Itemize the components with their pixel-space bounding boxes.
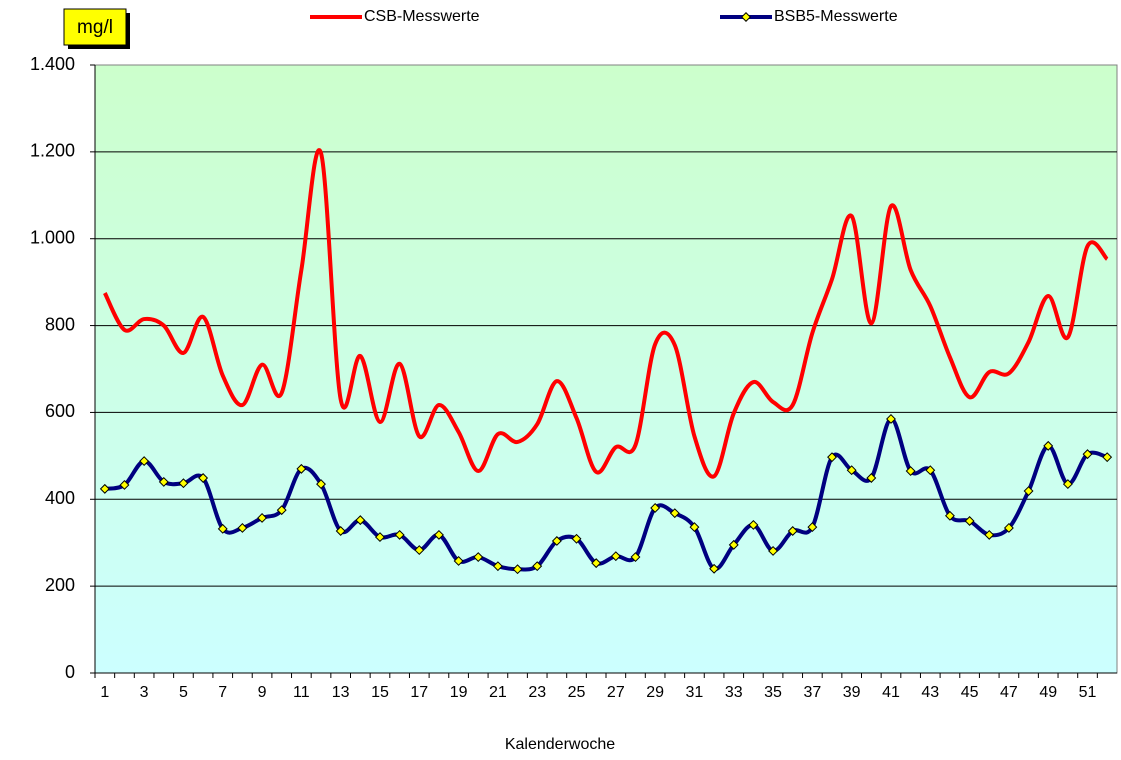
point-marker <box>316 479 326 490</box>
x-tick-label: 27 <box>607 684 625 701</box>
x-tick-label: 51 <box>1079 684 1097 701</box>
point-marker <box>394 529 405 540</box>
point-marker <box>925 465 936 476</box>
point-marker <box>689 522 700 533</box>
y-tick-label: 400 <box>45 488 75 508</box>
x-tick-label: 41 <box>882 684 900 701</box>
point-marker <box>846 465 857 476</box>
y-tick-label: 1.200 <box>30 141 75 161</box>
x-tick-label: 33 <box>725 684 743 701</box>
point-marker <box>630 552 641 562</box>
point-marker <box>964 516 975 526</box>
point-marker <box>748 519 759 530</box>
point-marker <box>217 523 228 534</box>
point-marker <box>905 466 916 477</box>
x-tick-label: 15 <box>371 684 389 701</box>
x-tick-label: 23 <box>528 684 546 701</box>
point-marker <box>886 413 896 424</box>
point-marker <box>375 532 385 543</box>
point-marker <box>1062 479 1073 490</box>
point-marker <box>492 561 503 572</box>
y-tick-label: 1.400 <box>30 54 75 74</box>
point-marker <box>984 529 995 540</box>
series-line <box>104 416 1108 572</box>
x-tick-label: 1 <box>100 684 109 701</box>
point-marker <box>610 551 621 562</box>
x-tick-label: 49 <box>1039 684 1057 701</box>
series-line <box>103 148 1109 479</box>
y-tick-label: 200 <box>45 575 75 595</box>
point-marker <box>827 452 837 463</box>
point-marker <box>787 526 798 536</box>
y-tick-label: 0 <box>65 662 75 682</box>
y-axis-label: mg/l <box>77 17 113 38</box>
y-tick-label: 600 <box>45 401 75 421</box>
point-marker <box>178 478 189 489</box>
x-tick-label: 5 <box>179 684 188 701</box>
x-tick-label: 35 <box>764 684 782 701</box>
plot-area <box>94 64 1118 674</box>
point-marker <box>453 556 464 566</box>
x-tick-label: 17 <box>410 684 428 701</box>
x-tick-label: 25 <box>568 684 586 701</box>
x-tick-label: 3 <box>140 684 149 701</box>
point-marker <box>473 552 484 562</box>
x-tick-label: 37 <box>803 684 821 701</box>
x-tick-label: 39 <box>843 684 861 701</box>
y-tick-label: 800 <box>45 314 75 334</box>
point-marker <box>139 456 150 467</box>
point-marker <box>532 561 543 572</box>
point-marker <box>591 558 602 569</box>
point-marker <box>119 480 130 490</box>
x-tick-label: 19 <box>450 684 468 701</box>
point-marker <box>669 508 680 519</box>
x-tick-label: 21 <box>489 684 507 701</box>
point-marker <box>650 503 661 513</box>
x-tick-label: 45 <box>961 684 979 701</box>
legend-label: CSB-Messwerte <box>364 8 480 25</box>
point-marker <box>355 515 366 526</box>
point-marker <box>1102 452 1113 463</box>
point-marker <box>237 522 248 533</box>
point-marker <box>296 463 307 474</box>
x-tick-label: 7 <box>218 684 227 701</box>
point-marker <box>99 483 110 494</box>
point-marker <box>571 533 582 544</box>
point-marker <box>709 563 720 574</box>
point-marker <box>433 529 444 540</box>
x-tick-label: 47 <box>1000 684 1018 701</box>
legend-marker <box>741 12 751 22</box>
point-marker <box>414 545 425 556</box>
point-marker <box>1082 449 1093 460</box>
point-marker <box>807 522 818 533</box>
point-marker <box>1023 486 1034 496</box>
point-marker <box>728 539 739 550</box>
x-tick-label: 11 <box>293 684 310 701</box>
x-tick-label: 9 <box>258 684 267 701</box>
x-tick-label: 31 <box>686 684 704 701</box>
point-marker <box>866 473 877 483</box>
legend-label: BSB5-Messwerte <box>774 8 898 25</box>
point-marker <box>335 526 346 536</box>
point-marker <box>276 505 287 516</box>
point-marker <box>158 476 169 487</box>
point-marker <box>768 546 779 556</box>
point-marker <box>551 536 562 546</box>
x-axis-label: Kalenderwoche <box>505 736 615 753</box>
point-marker <box>512 564 523 575</box>
point-marker <box>944 510 955 521</box>
x-tick-label: 13 <box>332 684 350 701</box>
point-marker <box>1003 522 1014 533</box>
point-marker <box>1043 440 1054 451</box>
x-tick-label: 29 <box>646 684 664 701</box>
point-marker <box>198 473 209 483</box>
point-marker <box>257 513 268 523</box>
unit-box <box>63 8 127 46</box>
y-tick-label: 1.000 <box>30 227 75 247</box>
x-tick-label: 43 <box>921 684 939 701</box>
